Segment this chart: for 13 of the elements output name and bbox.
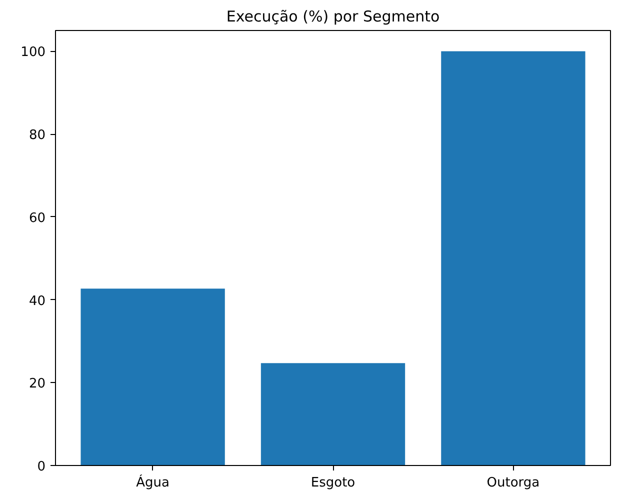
- x-tick-label: Esgoto: [310, 476, 356, 490]
- bar: [441, 51, 586, 466]
- x-tick-label: Água: [136, 474, 170, 490]
- y-tick-label: 100: [20, 45, 46, 60]
- y-tick-label: 80: [28, 128, 46, 144]
- bar: [260, 363, 406, 466]
- y-tick-label: 60: [28, 210, 46, 226]
- y-tick-label: 20: [28, 376, 46, 392]
- x-tick-label: Outorga: [486, 476, 540, 490]
- y-tick-label: 40: [28, 294, 46, 309]
- chart-title: Execução (%) por Segmento: [226, 8, 440, 26]
- y-tick-label: 0: [37, 460, 46, 474]
- bar: [80, 288, 225, 466]
